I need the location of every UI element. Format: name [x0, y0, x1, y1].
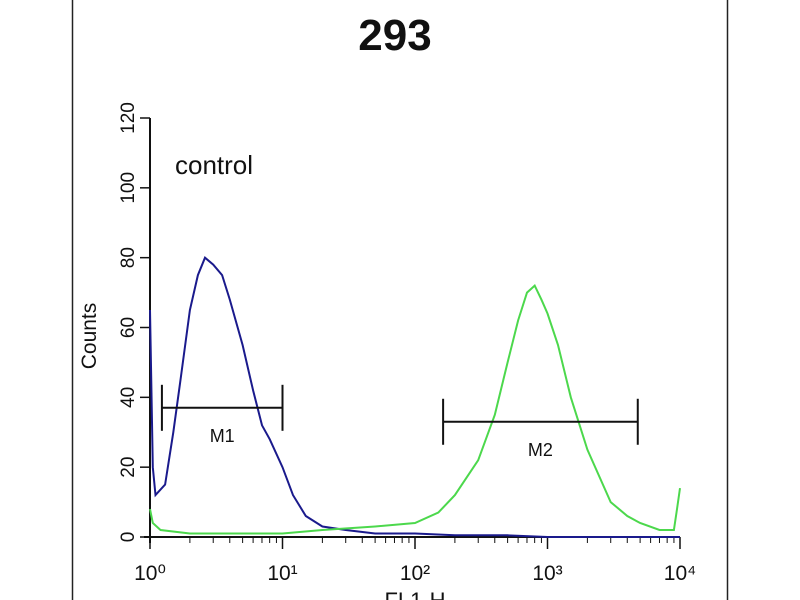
histogram-line — [149, 256, 680, 538]
x-tick-label: 10⁴ — [664, 562, 696, 585]
y-tick-label: 80 — [118, 247, 139, 268]
y-tick-label: 0 — [118, 532, 139, 543]
x-tick-label: 10³ — [532, 562, 562, 585]
x-tick-label: 10⁰ — [134, 562, 166, 585]
y-tick-label: 120 — [118, 102, 139, 134]
y-tick-label: 40 — [118, 387, 139, 408]
x-axis-label: FL1-H — [384, 588, 445, 600]
x-tick-label: 10¹ — [267, 562, 297, 585]
y-tick-label: 60 — [118, 317, 139, 338]
y-tick-label: 20 — [118, 457, 139, 478]
histogram-line — [149, 283, 681, 535]
x-tick-label: 10² — [400, 562, 430, 585]
gate-label: M1 — [210, 426, 235, 446]
y-tick-label: 100 — [118, 172, 139, 204]
gate-label: M2 — [528, 440, 553, 460]
y-axis-label: Counts — [78, 303, 101, 370]
chart-title: 293 — [358, 11, 431, 60]
annotation: control — [175, 150, 253, 180]
